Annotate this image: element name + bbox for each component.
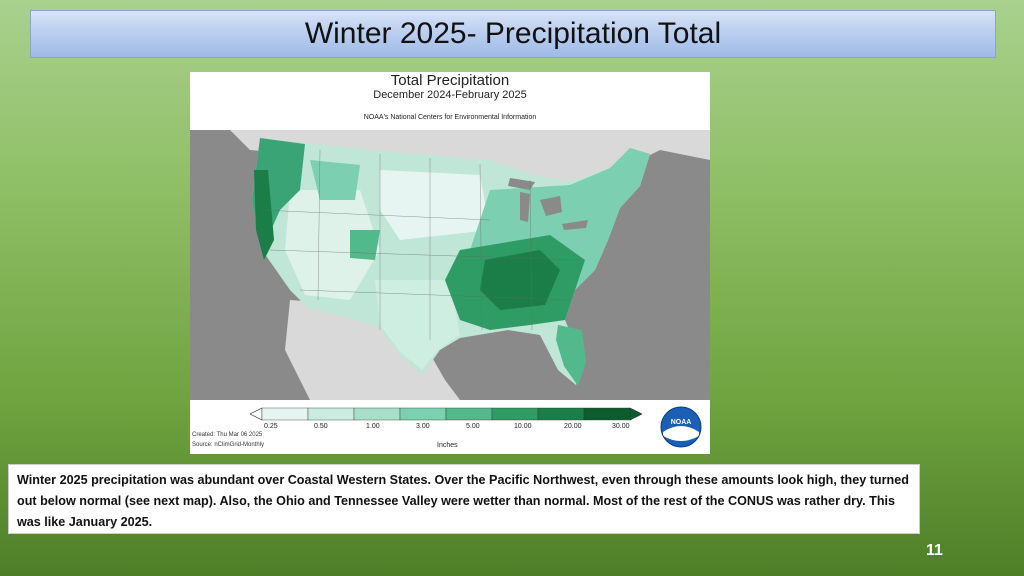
legend-colorbar: [250, 407, 642, 421]
legend-bin: [261, 407, 309, 421]
precipitation-map-panel: Total Precipitation December 2024-Februa…: [190, 72, 710, 454]
legend-bin: [353, 407, 401, 421]
us-precipitation-map: [190, 130, 710, 400]
legend-tick: 10.00: [514, 423, 532, 430]
map-subtitle: December 2024-February 2025: [373, 89, 527, 101]
legend-tick: 5.00: [466, 423, 480, 430]
legend-tick: 20.00: [564, 423, 582, 430]
slide-title: Winter 2025- Precipitation Total: [304, 17, 722, 50]
slide-caption: Winter 2025 precipitation was abundant o…: [8, 464, 920, 534]
legend-bin: [399, 407, 447, 421]
map-source-line: NOAA's National Centers for Environmenta…: [363, 114, 537, 121]
map-title: Total Precipitation: [390, 72, 510, 89]
title-bar: Winter 2025- Precipitation Total: [30, 10, 996, 58]
legend-unit-label: Inches: [437, 442, 458, 449]
legend-tick: 0.50: [314, 423, 328, 430]
legend-bin: [445, 407, 493, 421]
created-date: Created: Thu Mar 06 2025: [192, 432, 263, 438]
legend-tick: 0.25: [264, 423, 278, 430]
legend-tick: 3.00: [416, 423, 430, 430]
legend-tick: 1.00: [366, 423, 380, 430]
legend-bin: [307, 407, 355, 421]
legend-bin: [537, 407, 585, 421]
legend-bin: [491, 407, 539, 421]
legend-tick: 30.00: [612, 423, 630, 430]
noaa-logo-text: NOAA: [671, 419, 692, 426]
legend-bin: [583, 407, 631, 421]
slide-number: 11: [926, 542, 943, 559]
us-map-image: [230, 130, 710, 400]
noaa-logo-icon: NOAA: [660, 406, 702, 448]
data-source: Source: nClimGrid-Monthly: [192, 442, 265, 448]
